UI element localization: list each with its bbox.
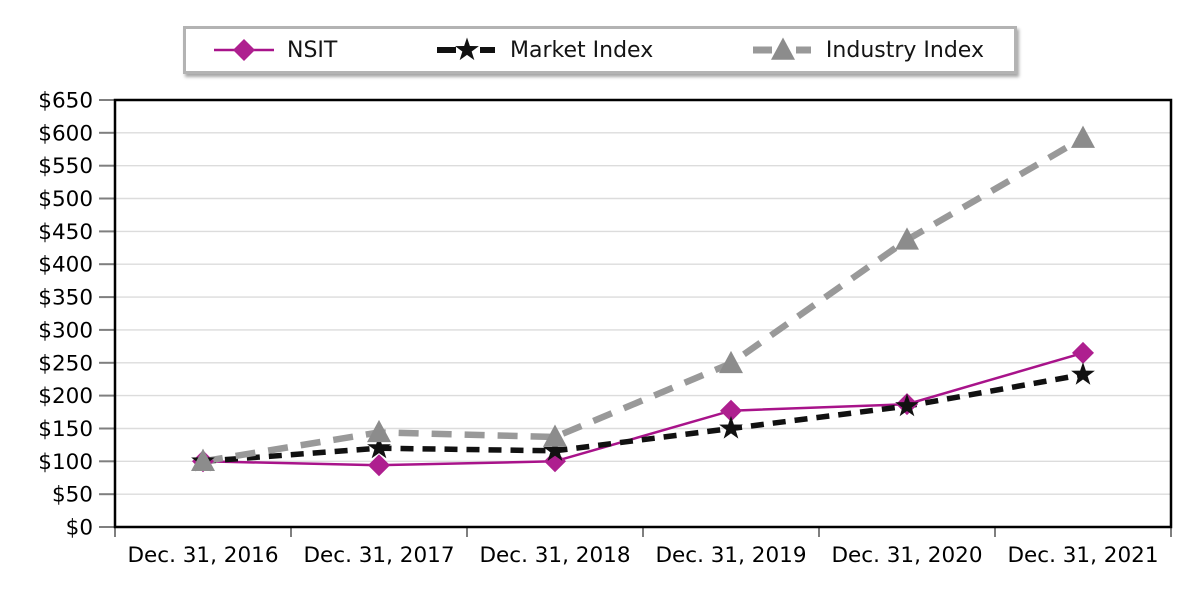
svg-text:Dec. 31, 2021: Dec. 31, 2021	[1007, 543, 1158, 568]
legend-item-industry-index: Industry Index	[751, 36, 984, 64]
svg-text:$0: $0	[66, 516, 93, 541]
svg-text:$450: $450	[38, 220, 93, 245]
svg-text:$650: $650	[38, 89, 93, 114]
svg-text:$50: $50	[52, 483, 93, 508]
legend-label-nsit: NSIT	[287, 37, 338, 63]
diamond-marker-icon	[214, 39, 274, 61]
svg-text:Dec. 31, 2020: Dec. 31, 2020	[831, 543, 982, 568]
svg-text:$500: $500	[38, 187, 93, 212]
svg-text:$600: $600	[38, 121, 93, 146]
chart-legend: NSIT Market Index Industry Index	[183, 26, 1017, 74]
triangle-marker-icon	[752, 37, 811, 60]
svg-text:Dec. 31, 2016: Dec. 31, 2016	[127, 543, 278, 568]
svg-text:Dec. 31, 2018: Dec. 31, 2018	[479, 543, 630, 568]
legend-item-nsit: NSIT	[212, 36, 337, 64]
svg-text:Dec. 31, 2019: Dec. 31, 2019	[655, 543, 806, 568]
svg-text:$400: $400	[38, 253, 93, 278]
svg-text:$150: $150	[38, 417, 93, 442]
legend-label-market-index: Market Index	[510, 37, 654, 63]
legend-item-market-index: Market Index	[435, 36, 653, 64]
svg-text:$250: $250	[38, 351, 93, 376]
svg-text:$200: $200	[38, 384, 93, 409]
star-marker-icon	[437, 37, 496, 61]
svg-text:$550: $550	[38, 154, 93, 179]
svg-text:$100: $100	[38, 450, 93, 475]
legend-label-industry-index: Industry Index	[825, 37, 984, 63]
svg-text:$350: $350	[38, 286, 93, 311]
svg-text:$300: $300	[38, 318, 93, 343]
svg-text:Dec. 31, 2017: Dec. 31, 2017	[303, 543, 454, 568]
